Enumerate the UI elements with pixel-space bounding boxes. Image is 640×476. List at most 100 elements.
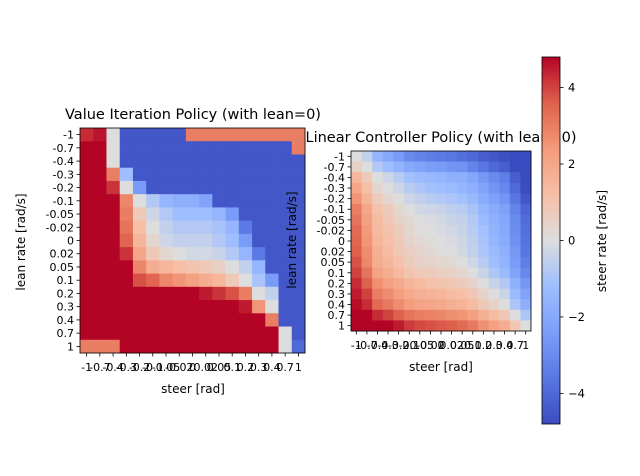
heatmap-cell: [265, 128, 279, 142]
heatmap-cell: [351, 320, 362, 332]
heatmap-cell: [446, 299, 458, 311]
y-tick-label: 0: [338, 235, 345, 248]
heatmap-cell: [238, 247, 253, 261]
heatmap-cell: [372, 246, 384, 258]
heatmap-cell: [351, 151, 362, 162]
heatmap-cell: [488, 278, 500, 290]
heatmap-cell: [509, 225, 521, 237]
heatmap-cell: [499, 309, 511, 321]
heatmap-cell: [252, 180, 266, 195]
heatmap-cell: [199, 273, 213, 288]
heatmap-cell: [172, 141, 187, 155]
heatmap-cell: [119, 286, 134, 301]
heatmap-cell: [435, 214, 447, 226]
heatmap-cell: [278, 247, 293, 261]
heatmap-cell: [199, 300, 213, 314]
heatmap-cell: [132, 154, 147, 169]
heatmap-cell: [278, 286, 293, 301]
heatmap-cell: [435, 309, 447, 321]
heatmap-cell: [382, 182, 394, 194]
heatmap-cell: [499, 235, 511, 247]
heatmap-cell: [467, 193, 479, 205]
heatmap-cell: [252, 194, 266, 208]
heatmap-cell: [278, 326, 293, 341]
heatmap-cell: [467, 246, 479, 258]
heatmap-cell: [372, 278, 384, 290]
heatmap-cell: [199, 194, 213, 208]
heatmap-cell: [132, 326, 147, 341]
heatmap-cell: [238, 313, 253, 327]
x-tick-label: -0.05: [406, 339, 434, 352]
heatmap-cell: [278, 180, 293, 195]
heatmap-cell: [185, 286, 200, 301]
heatmap-cell: [478, 267, 490, 279]
heatmap-cell: [252, 326, 266, 341]
heatmap-cell: [238, 128, 253, 142]
heatmap-cell: [225, 207, 240, 222]
heatmap-cell: [425, 161, 437, 173]
heatmap-cell: [291, 286, 306, 301]
heatmap-cell: [93, 167, 107, 182]
heatmap-cell: [372, 225, 384, 237]
heatmap-cell: [435, 182, 447, 194]
heatmap-cell: [414, 214, 426, 226]
heatmap-cell: [265, 273, 279, 288]
heatmap-cell: [499, 193, 511, 205]
heatmap-cell: [80, 167, 94, 182]
heatmap-cell: [351, 172, 362, 184]
heatmap-cell: [80, 286, 94, 301]
heatmap-cell: [456, 203, 468, 215]
heatmap-cell: [119, 220, 134, 235]
heatmap-cell: [93, 207, 107, 222]
heatmap-cell: [456, 182, 468, 194]
heatmap-cell: [425, 267, 437, 279]
heatmap-cell: [212, 339, 226, 354]
heatmap-cell: [456, 246, 468, 258]
heatmap-cell: [252, 207, 266, 222]
x-tick-label: 0: [189, 361, 196, 374]
heatmap-cell: [93, 247, 107, 261]
heatmap-cell: [372, 288, 384, 300]
heatmap-cell: [132, 194, 147, 208]
heatmap-cell: [425, 256, 437, 268]
heatmap-cell: [435, 193, 447, 205]
heatmap-cell: [132, 207, 147, 222]
heatmap-cell: [467, 172, 479, 184]
y-tick-label: 1: [338, 320, 345, 333]
heatmap-cell: [119, 141, 134, 155]
heatmap-cell: [146, 233, 160, 248]
heatmap-cell: [499, 225, 511, 237]
heatmap-cell: [172, 339, 187, 354]
heatmap-cell: [159, 167, 174, 182]
heatmap-cell: [372, 320, 384, 332]
heatmap-cell: [446, 278, 458, 290]
colorbar: −4 −2 0 2 4 steer rate [rad/s]: [541, 56, 609, 425]
heatmap-cell: [159, 220, 174, 235]
heatmap-cell: [119, 207, 134, 222]
heatmap-cell: [403, 246, 415, 258]
heatmap-cell: [509, 256, 521, 268]
heatmap-cell: [478, 161, 490, 173]
heatmap-cell: [414, 299, 426, 311]
heatmap-cell: [252, 260, 266, 274]
x-tick-label: 0.1: [464, 339, 482, 352]
heatmap-cell: [93, 260, 107, 274]
value-iteration-cells: [80, 128, 306, 354]
heatmap-cell: [446, 182, 458, 194]
heatmap-cell: [393, 214, 405, 226]
heatmap-cell: [159, 326, 174, 341]
heatmap-cell: [414, 172, 426, 184]
heatmap-cell: [159, 233, 174, 248]
heatmap-cell: [132, 141, 147, 155]
heatmap-cell: [106, 141, 121, 155]
x-tick-label: 0.3: [250, 361, 268, 374]
heatmap-cell: [446, 320, 458, 332]
heatmap-cell: [225, 286, 240, 301]
heatmap-cell: [225, 313, 240, 327]
heatmap-cell: [435, 203, 447, 215]
heatmap-cell: [446, 172, 458, 184]
heatmap-cell: [225, 167, 240, 182]
heatmap-cell: [520, 320, 532, 332]
heatmap-cell: [80, 180, 94, 195]
heatmap-cell: [119, 273, 134, 288]
